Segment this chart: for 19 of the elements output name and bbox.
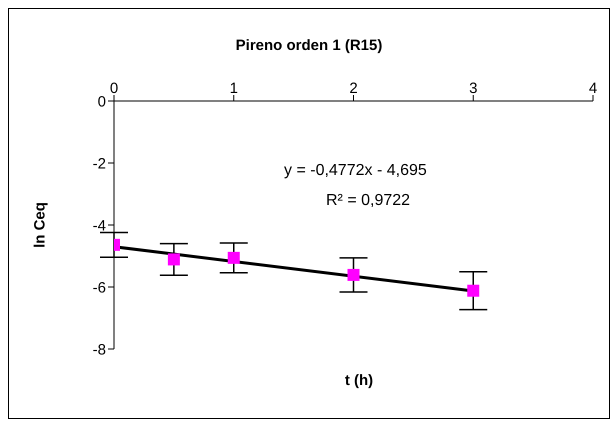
x-tick-label: 2 — [349, 80, 358, 97]
x-axis-title: t (h) — [344, 372, 374, 389]
annotation: R² = 0,9722 — [326, 192, 410, 210]
y-tick-label: -2 — [92, 155, 106, 172]
x-tick-label: 1 — [230, 80, 238, 97]
point — [228, 252, 240, 264]
point — [348, 268, 360, 281]
x-tick-label: 4 — [588, 80, 598, 97]
chart-title: Pireno orden 1 (R15) — [234, 37, 384, 54]
y-tick-label: 0 — [98, 93, 106, 110]
point — [168, 253, 180, 266]
y-tick-label: -4 — [92, 217, 106, 234]
x-tick-label: 0 — [110, 80, 118, 97]
x-tick-label: 3 — [469, 80, 478, 97]
point — [467, 284, 480, 297]
y-tick-label: -8 — [92, 341, 106, 358]
annotation: y = -0,4772x - 4,695 — [284, 162, 427, 180]
y-axis-title: ln Ceq — [31, 202, 48, 248]
y-tick-label: -6 — [92, 279, 106, 296]
